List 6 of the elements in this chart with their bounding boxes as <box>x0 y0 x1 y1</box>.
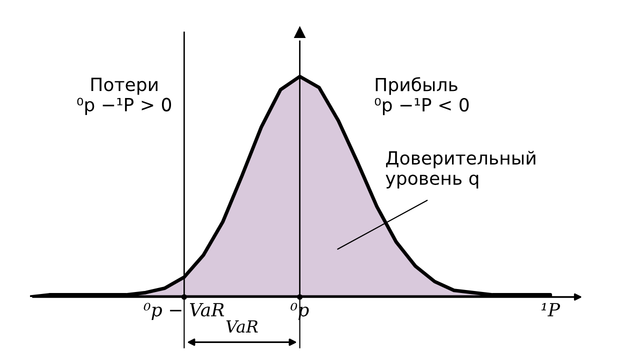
annotation: Доверительный уровень q <box>386 150 536 188</box>
text: VaR <box>226 320 258 333</box>
annotation: Потери ⁰p −¹P > 0 <box>77 78 172 115</box>
annotation: Прибыль ⁰p −¹P < 0 <box>374 77 469 116</box>
x-tick-label: ¹P <box>541 303 560 316</box>
x-tick-label: ⁰p − VaR <box>144 302 224 320</box>
